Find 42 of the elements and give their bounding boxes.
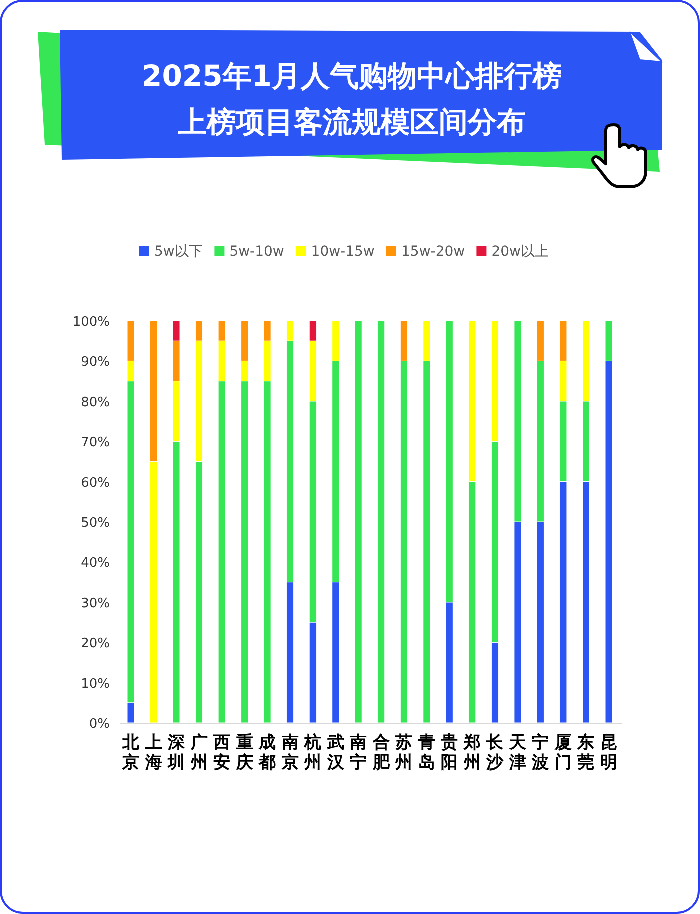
x-tick-label: 青岛	[417, 733, 436, 773]
chart-title: 2025年1月人气购物中心排行榜	[142, 59, 562, 93]
y-tick-label: 40%	[81, 556, 110, 572]
y-tick-label: 90%	[81, 355, 110, 370]
legend-label: 20w以上	[492, 244, 549, 260]
y-tick-label: 20%	[81, 636, 110, 652]
chart-subtitle: 上榜项目客流规模区间分布	[177, 105, 526, 139]
x-tick-label: 广州	[190, 733, 208, 773]
legend-label: 15w-20w	[402, 244, 466, 260]
x-tick-label: 南京	[280, 733, 299, 773]
x-tick-label: 贵阳	[440, 733, 458, 773]
x-tick-label: 合肥	[372, 733, 391, 773]
y-tick-label: 70%	[81, 436, 110, 451]
x-tick-label: 郑州	[462, 733, 481, 773]
x-tick-label: 杭州	[304, 733, 322, 773]
x-tick-label: 西安	[212, 733, 231, 773]
y-tick-label: 0%	[89, 717, 110, 732]
x-tick-label: 厦门	[554, 733, 572, 773]
x-tick-label: 苏州	[394, 733, 413, 773]
x-tick-label: 长沙	[486, 733, 505, 773]
x-tick-label: 武汉	[326, 733, 346, 773]
bar	[354, 320, 362, 724]
y-tick-label: 50%	[81, 516, 110, 531]
x-tick-label: 重庆	[235, 733, 254, 773]
x-tick-label: 北京	[122, 733, 140, 773]
y-tick-label: 10%	[81, 676, 110, 692]
bar	[378, 320, 386, 724]
x-tick-label: 昆明	[600, 733, 618, 773]
x-tick-label: 南宁	[349, 733, 368, 773]
y-tick-label: 30%	[81, 596, 110, 612]
x-tick-label: 宁波	[531, 733, 550, 773]
y-tick-label: 60%	[81, 476, 110, 491]
legend-label: 10w-15w	[311, 244, 375, 260]
y-tick-label: 80%	[81, 395, 110, 410]
legend-label: 5w-10w	[230, 244, 284, 260]
legend-label: 5w以下	[154, 244, 203, 260]
x-tick-label: 天津	[508, 733, 526, 773]
y-tick-label: 100%	[72, 315, 110, 330]
x-tick-label: 深圳	[167, 733, 186, 773]
x-tick-label: 上海	[144, 733, 162, 773]
x-tick-label: 东莞	[576, 733, 595, 773]
x-tick-label: 成都	[258, 733, 276, 773]
